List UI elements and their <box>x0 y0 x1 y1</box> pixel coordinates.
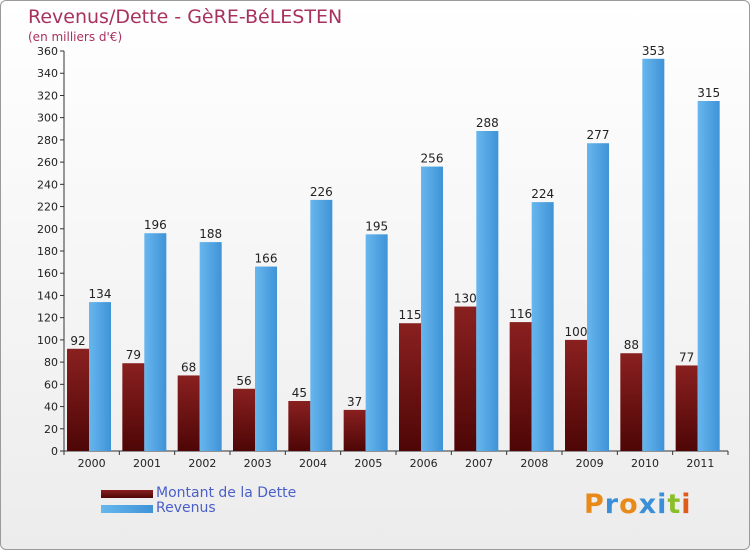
x-tick-label: 2001 <box>133 457 161 470</box>
y-tick-label: 240 <box>37 178 58 191</box>
y-tick-label: 360 <box>37 45 58 58</box>
bar-revenus <box>531 202 554 451</box>
data-label-revenus: 224 <box>531 187 554 201</box>
bar-revenus <box>89 302 111 451</box>
data-label-debt: 92 <box>70 334 85 348</box>
y-tick-label: 60 <box>44 378 58 391</box>
data-label-revenus: 188 <box>199 227 222 241</box>
data-label-revenus: 277 <box>587 128 610 142</box>
data-label-revenus: 288 <box>476 116 499 130</box>
x-tick-label: 2002 <box>188 457 216 470</box>
y-tick-label: 0 <box>51 445 58 458</box>
bar-revenus <box>587 143 609 451</box>
data-label-revenus: 226 <box>310 185 333 199</box>
chart-axes: 0 20 40 60 80 100 120 140 160 180 200 220 240 260 280 3… <box>37 45 729 470</box>
bar-debt <box>233 388 255 451</box>
bar-revenus <box>476 131 499 451</box>
y-tick-label: 40 <box>44 401 58 414</box>
data-label-debt: 45 <box>292 386 307 400</box>
y-tick-label: 160 <box>37 267 58 280</box>
legend-swatch-revenus <box>101 505 153 513</box>
bar-revenus <box>421 166 443 452</box>
y-tick-label: 180 <box>37 245 58 258</box>
data-label-revenus: 166 <box>255 252 278 266</box>
data-label-debt: 77 <box>679 350 694 364</box>
bar-chart: 0 20 40 60 80 100 120 140 160 180 200 220 240 260 280 3… <box>37 44 729 470</box>
data-label-revenus: 196 <box>144 218 167 232</box>
bar-revenus <box>144 233 167 451</box>
data-label-debt: 116 <box>509 307 532 321</box>
logo-letter: i <box>681 489 692 520</box>
x-tick-label: 2000 <box>78 457 106 470</box>
bar-debt <box>122 363 145 451</box>
x-tick-label: 2009 <box>576 457 604 470</box>
x-tick-label: 2007 <box>465 457 493 470</box>
bar-revenus <box>697 101 720 451</box>
data-label-debt: 88 <box>624 338 639 352</box>
bar-revenus <box>310 199 333 451</box>
y-tick-label: 200 <box>37 223 58 236</box>
y-tick-label: 80 <box>44 356 58 369</box>
y-tick-label: 220 <box>37 201 58 214</box>
logo-letter: i <box>657 489 668 520</box>
y-tick-label: 320 <box>37 89 58 102</box>
data-label-debt: 68 <box>181 360 196 374</box>
logo-letter: P <box>584 489 605 520</box>
y-tick-label: 100 <box>37 334 58 347</box>
logo-letter: x <box>638 489 658 520</box>
chart-subtitle: (en milliers d'€) <box>28 30 123 44</box>
data-label-debt: 56 <box>236 374 251 388</box>
data-label-revenus: 353 <box>642 44 665 58</box>
legend-label-debt: Montant de la Dette <box>156 485 297 501</box>
data-label-debt: 115 <box>399 308 422 322</box>
bar-debt <box>454 306 477 451</box>
data-label-debt: 79 <box>126 348 141 362</box>
chart-title: Revenus/Dette - GèRE-BéLESTEN <box>28 6 343 28</box>
data-label-revenus: 134 <box>89 287 112 301</box>
bar-debt <box>177 375 200 451</box>
y-tick-label: 20 <box>44 423 58 436</box>
x-tick-label: 2006 <box>410 457 438 470</box>
x-tick-label: 2003 <box>244 457 272 470</box>
bar-debt <box>343 409 366 451</box>
legend-swatch-debt <box>101 490 153 498</box>
data-label-revenus: 256 <box>421 152 444 166</box>
data-label-revenus: 315 <box>697 86 720 100</box>
x-tick-label: 2005 <box>354 457 382 470</box>
bar-debt <box>565 339 587 451</box>
bar-debt <box>399 323 421 451</box>
bar-debt <box>675 365 698 451</box>
bar-debt <box>509 322 532 451</box>
bar-revenus <box>199 242 222 451</box>
logo-letter: o <box>619 489 639 520</box>
x-tick-label: 2004 <box>299 457 327 470</box>
bar-revenus <box>642 58 665 452</box>
y-tick-label: 340 <box>37 67 58 80</box>
bar-revenus <box>365 234 388 451</box>
legend-label-revenus: Revenus <box>156 500 216 516</box>
y-tick-label: 280 <box>37 134 58 147</box>
x-tick-label: 2010 <box>631 457 659 470</box>
data-label-revenus: 195 <box>365 219 388 233</box>
data-label-debt: 130 <box>454 292 477 306</box>
chart-bars <box>67 58 720 452</box>
y-tick-label: 300 <box>37 112 58 125</box>
data-label-debt: 100 <box>565 325 588 339</box>
bar-debt <box>620 353 643 451</box>
y-tick-label: 260 <box>37 156 58 169</box>
logo-letter: r <box>604 489 620 520</box>
x-tick-label: 2011 <box>686 457 714 470</box>
data-label-debt: 37 <box>347 395 362 409</box>
bar-debt <box>67 348 89 451</box>
proxiti-logo: Proxiti <box>584 489 692 520</box>
x-tick-label: 2008 <box>520 457 548 470</box>
chart-labels: 92 134 79 196 68 188 56 166 45 226 37 195 115 256 130 2… <box>70 44 720 409</box>
bar-debt <box>288 401 311 451</box>
y-tick-label: 120 <box>37 312 58 325</box>
bar-revenus <box>255 266 277 451</box>
logo-letter: t <box>667 489 682 520</box>
y-tick-label: 140 <box>37 289 58 302</box>
